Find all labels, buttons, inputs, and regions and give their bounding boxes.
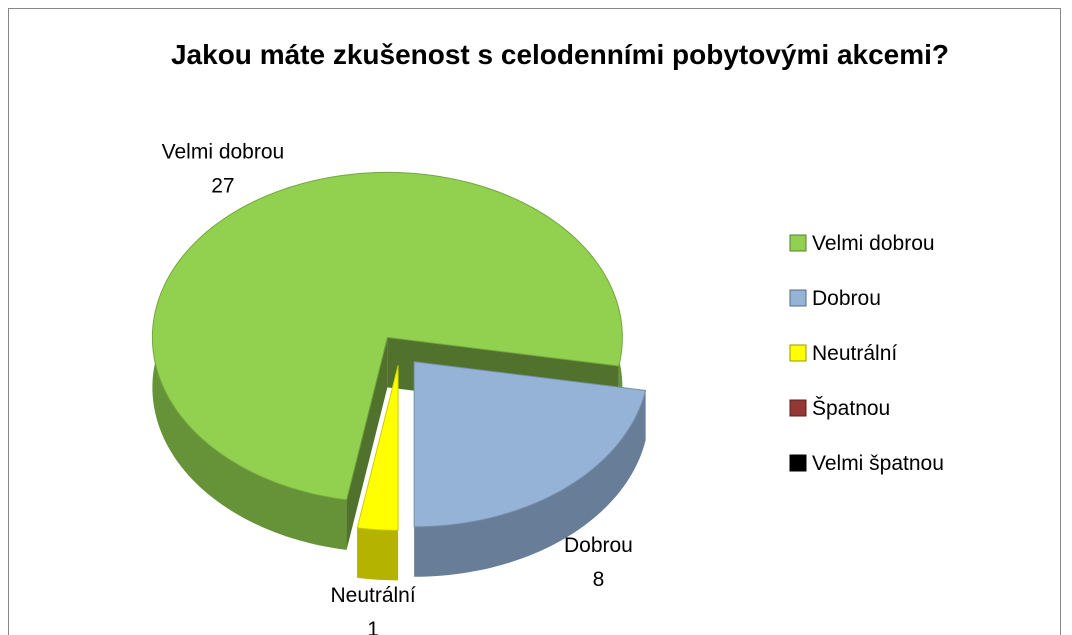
- slice-side: [414, 390, 646, 577]
- slice-wall: [346, 337, 388, 550]
- legend-swatch: [789, 344, 807, 362]
- data-label-name: Neutrální: [330, 584, 415, 607]
- data-label-name: Velmi dobrou: [162, 140, 285, 163]
- legend-label: Velmi dobrou: [812, 232, 935, 255]
- slice: [356, 365, 399, 531]
- slice-group: [356, 365, 399, 581]
- legend-label: Špatnou: [812, 397, 890, 420]
- data-label-name: Dobrou: [564, 534, 633, 557]
- legend-swatch: [789, 234, 807, 252]
- legend-label: Velmi špatnou: [812, 452, 944, 475]
- slice: [413, 361, 647, 528]
- legend-swatch: [789, 454, 807, 472]
- slice-group: [413, 361, 647, 577]
- data-label-value: 27: [211, 174, 234, 197]
- data-label-value: 8: [593, 568, 605, 591]
- slice-side: [357, 527, 399, 581]
- chart-title: Jakou máte zkušenost s celodenními pobyt…: [170, 39, 950, 70]
- chart-frame: [8, 8, 1061, 635]
- data-label-value: 1: [367, 618, 379, 635]
- legend-label: Dobrou: [812, 287, 881, 310]
- legend-label: Neutrální: [812, 342, 897, 365]
- legend-swatch: [789, 399, 807, 417]
- slice: [151, 171, 623, 501]
- legend-swatch: [789, 289, 807, 307]
